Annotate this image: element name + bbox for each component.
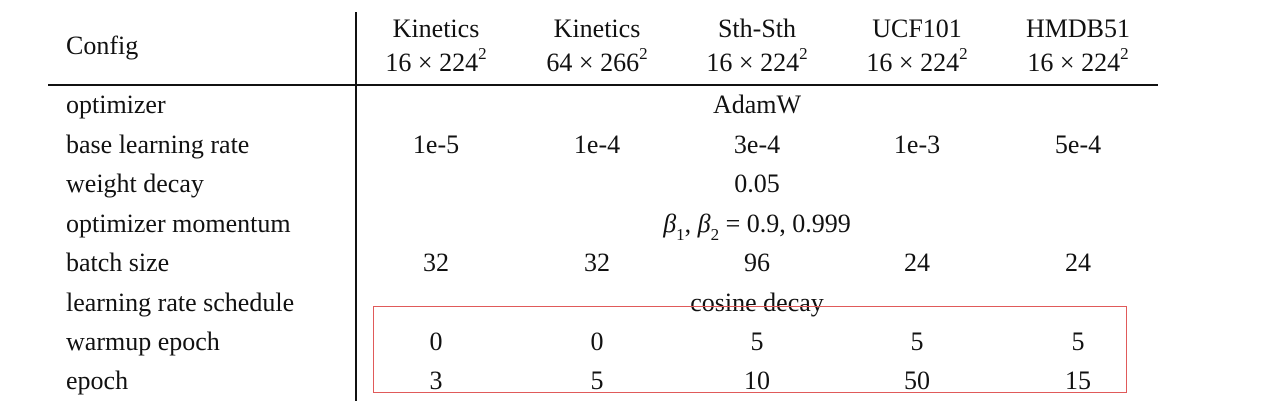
learning-rate-schedule-value: cosine decay xyxy=(690,288,824,317)
column-dataset: Sth-Sth xyxy=(717,14,797,43)
column-dataset: UCF101 xyxy=(872,14,962,43)
table-cell: 32 xyxy=(584,248,610,277)
column-header-3: Sth-Sth 16 × 2242 xyxy=(706,14,807,78)
column-header-2: Kinetics 64 × 2662 xyxy=(546,14,647,78)
column-resolution: 16 × 2242 xyxy=(706,44,808,77)
column-dataset: HMDB51 xyxy=(1025,14,1131,43)
column-dataset: Kinetics xyxy=(392,14,480,43)
column-separator xyxy=(355,12,357,401)
column-resolution: 16 × 2242 xyxy=(1027,44,1129,77)
table-cell: 1e-4 xyxy=(573,130,621,159)
column-header-5: HMDB51 16 × 2242 xyxy=(1026,14,1130,78)
header-bottom-rule xyxy=(48,84,1158,86)
column-resolution: 16 × 2242 xyxy=(866,44,968,77)
highlight-box xyxy=(373,306,1127,393)
row-label-weight-decay: weight decay xyxy=(66,169,204,198)
row-label-epoch: epoch xyxy=(66,366,129,395)
table-cell: 3 xyxy=(429,366,443,395)
table-cell: 5 xyxy=(590,366,604,395)
row-label-optimizer: optimizer xyxy=(66,90,166,119)
table-cell: 96 xyxy=(744,248,770,277)
row-label-base-learning-rate: base learning rate xyxy=(66,130,250,159)
optimizer-value: AdamW xyxy=(712,90,802,119)
table-cell: 5 xyxy=(910,327,924,356)
column-header-4: UCF101 16 × 2242 xyxy=(866,14,967,78)
column-resolution: 16 × 2242 xyxy=(385,44,487,77)
table-cell: 15 xyxy=(1065,366,1091,395)
table-cell: 1e-5 xyxy=(412,130,460,159)
row-label-learning-rate-schedule: learning rate schedule xyxy=(66,288,295,317)
row-label-batch-size: batch size xyxy=(66,248,170,277)
column-resolution: 64 × 2662 xyxy=(546,44,648,77)
table-cell: 24 xyxy=(1065,248,1091,277)
row-label-warmup-epoch: warmup epoch xyxy=(66,327,220,356)
column-header-1: Kinetics 16 × 2242 xyxy=(385,14,486,78)
optimizer-momentum-value: β1, β2 = 0.9, 0.999 xyxy=(663,209,851,245)
table-cell: 5 xyxy=(750,327,764,356)
table-cell: 5 xyxy=(1071,327,1085,356)
table-cell: 10 xyxy=(744,366,770,395)
table-cell: 1e-3 xyxy=(893,130,941,159)
table-cell: 0 xyxy=(590,327,604,356)
table-cell: 24 xyxy=(904,248,930,277)
table-cell: 32 xyxy=(423,248,449,277)
row-label-optimizer-momentum: optimizer momentum xyxy=(66,209,291,238)
config-header: Config xyxy=(66,31,139,60)
table-cell: 0 xyxy=(429,327,443,356)
table-cell: 50 xyxy=(904,366,930,395)
table-cell: 3e-4 xyxy=(733,130,781,159)
weight-decay-value: 0.05 xyxy=(734,169,780,198)
column-dataset: Kinetics xyxy=(553,14,641,43)
table-cell: 5e-4 xyxy=(1054,130,1102,159)
